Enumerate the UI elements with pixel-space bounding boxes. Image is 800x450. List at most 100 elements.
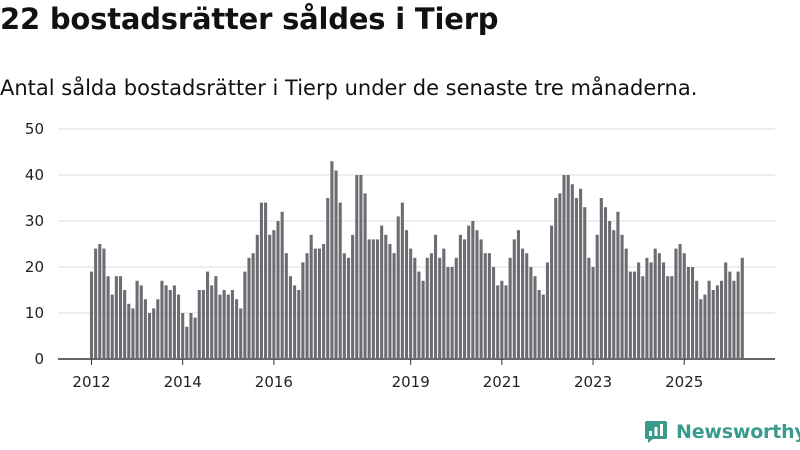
y-tick-label: 30 bbox=[25, 212, 44, 230]
bar bbox=[463, 239, 467, 359]
bar bbox=[375, 239, 380, 359]
bar bbox=[342, 253, 346, 359]
bar bbox=[371, 239, 375, 359]
bar bbox=[583, 207, 587, 359]
bar bbox=[346, 257, 351, 359]
bar bbox=[666, 276, 670, 359]
bar bbox=[649, 262, 653, 359]
bar bbox=[616, 211, 620, 359]
bar bbox=[98, 244, 102, 359]
bar bbox=[114, 276, 118, 359]
bar bbox=[438, 257, 442, 359]
bar bbox=[599, 198, 603, 359]
bar bbox=[214, 276, 218, 359]
highlight-value-label: 22 bbox=[736, 0, 756, 4]
bar bbox=[612, 230, 616, 359]
bar bbox=[355, 175, 359, 359]
bar bbox=[409, 248, 413, 359]
bar bbox=[396, 216, 400, 359]
bar bbox=[351, 234, 355, 359]
bar bbox=[417, 271, 421, 359]
bar-chart: 0 10 20 30 40 50 2012 2014 2016 2019 2021 2023 2025… bbox=[25, 0, 775, 391]
bar bbox=[516, 230, 520, 359]
bar bbox=[301, 262, 305, 359]
bar bbox=[235, 299, 239, 359]
bar bbox=[500, 280, 504, 359]
bar bbox=[471, 221, 475, 359]
bar bbox=[686, 267, 690, 359]
bar bbox=[284, 253, 288, 359]
bar bbox=[695, 280, 699, 359]
x-tick-label: 2019 bbox=[392, 373, 430, 391]
bar bbox=[317, 248, 322, 359]
bar bbox=[711, 290, 715, 359]
bar bbox=[359, 175, 363, 359]
bar bbox=[508, 257, 512, 359]
bar bbox=[388, 244, 392, 359]
bar bbox=[492, 267, 496, 359]
bar bbox=[429, 253, 433, 359]
bar bbox=[206, 271, 210, 359]
bar bbox=[106, 276, 110, 359]
bar bbox=[143, 299, 147, 359]
bar bbox=[603, 207, 608, 359]
bar bbox=[529, 267, 533, 359]
bar bbox=[218, 294, 222, 359]
bar bbox=[628, 271, 632, 359]
y-tick-label: 10 bbox=[25, 304, 44, 322]
bar bbox=[185, 326, 189, 359]
bar bbox=[297, 290, 301, 359]
x-axis-ticks: 2012 2014 2016 2019 2021 2023 2025 bbox=[72, 359, 703, 391]
bar bbox=[384, 234, 388, 359]
bar bbox=[703, 294, 707, 359]
bar bbox=[579, 188, 583, 359]
x-tick-label: 2016 bbox=[255, 373, 293, 391]
bar bbox=[164, 285, 168, 359]
bar bbox=[467, 225, 471, 359]
bar bbox=[732, 280, 736, 359]
bar bbox=[313, 248, 317, 359]
bar bbox=[558, 193, 562, 359]
bar bbox=[147, 313, 152, 359]
y-tick-label: 50 bbox=[25, 120, 44, 138]
bar bbox=[641, 276, 645, 359]
bar bbox=[608, 221, 612, 359]
bar bbox=[280, 211, 284, 359]
x-tick-label: 2023 bbox=[574, 373, 612, 391]
bar bbox=[587, 257, 591, 359]
bar bbox=[682, 253, 686, 359]
bar bbox=[715, 285, 719, 359]
bar bbox=[458, 234, 462, 359]
bar bbox=[562, 175, 566, 359]
bar bbox=[259, 202, 263, 359]
page-title: 22 bostadsrätter såldes i Tierp bbox=[0, 2, 499, 36]
bar bbox=[521, 248, 525, 359]
bar bbox=[545, 262, 549, 359]
bar bbox=[135, 280, 139, 359]
bar bbox=[496, 285, 500, 359]
bar bbox=[193, 317, 197, 359]
bar bbox=[268, 234, 272, 359]
bar bbox=[197, 290, 201, 359]
bar bbox=[326, 198, 330, 359]
bar bbox=[322, 244, 326, 359]
bar bbox=[533, 276, 537, 359]
bar bbox=[392, 253, 396, 359]
bar bbox=[330, 161, 334, 359]
bar bbox=[334, 170, 338, 359]
y-tick-label: 40 bbox=[25, 166, 44, 184]
bar bbox=[127, 303, 131, 359]
bar bbox=[210, 285, 214, 359]
bar bbox=[264, 202, 268, 359]
bar bbox=[222, 290, 226, 359]
bar bbox=[450, 267, 454, 359]
bar bbox=[550, 225, 554, 359]
data-labels: 22 bbox=[736, 0, 756, 4]
bar bbox=[657, 253, 661, 359]
bar bbox=[554, 198, 558, 359]
bar bbox=[736, 271, 740, 359]
bar bbox=[512, 239, 516, 359]
y-axis-ticks: 0 10 20 30 40 50 bbox=[25, 120, 44, 368]
bar bbox=[504, 285, 508, 359]
newsworthy-logo-icon bbox=[645, 421, 667, 443]
